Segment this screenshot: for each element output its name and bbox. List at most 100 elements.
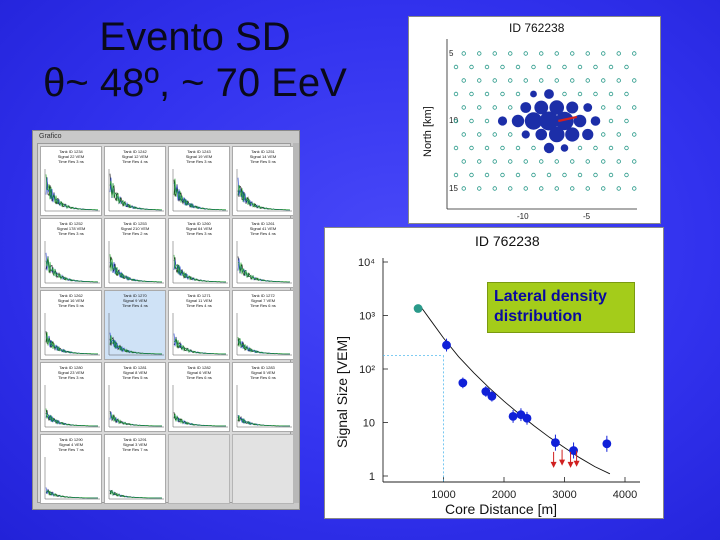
inactive-station bbox=[616, 105, 621, 110]
trace-cell-line: Signal 11 VEM bbox=[185, 298, 213, 303]
inactive-station bbox=[531, 172, 536, 178]
inactive-station bbox=[570, 159, 575, 164]
trace-cell[interactable]: Tank ID 1291 Signal 3 VEM Time Res 7 ns bbox=[104, 434, 166, 504]
data-point bbox=[442, 340, 451, 350]
hit-station bbox=[543, 142, 555, 154]
inactive-station bbox=[601, 186, 606, 191]
trace-plot bbox=[236, 313, 292, 356]
trace-line bbox=[109, 173, 162, 211]
inactive-station bbox=[453, 91, 459, 97]
hit-station bbox=[544, 89, 554, 99]
trace-cell[interactable]: Tank ID 1243 Signal 19 VEM Time Res 3 ns bbox=[168, 146, 230, 216]
trace-line bbox=[237, 184, 291, 211]
trace-cell-line: Time Res 5 ns bbox=[250, 159, 276, 164]
trace-cell[interactable]: Tank ID 1260 Signal 64 VEM Time Res 3 ns bbox=[168, 218, 230, 288]
map-x-tick: -5 bbox=[583, 212, 591, 221]
trace-line bbox=[45, 331, 99, 355]
inactive-station bbox=[469, 64, 474, 70]
inactive-station bbox=[484, 91, 490, 97]
hit-station bbox=[524, 112, 543, 130]
trace-cell[interactable]: Tank ID 1281 Signal 8 VEM Time Res 5 ns bbox=[104, 362, 166, 432]
trace-cell[interactable]: Tank ID 1290 Signal 4 VEM Time Res 7 ns bbox=[40, 434, 102, 504]
trace-cell-label: Tank ID 1262 Signal 16 VEM Time Res 5 ns bbox=[43, 293, 99, 308]
inactive-station bbox=[477, 51, 482, 56]
trace-line bbox=[237, 338, 290, 355]
trace-cell-label: Tank ID 1283 Signal 5 VEM Time Res 6 ns bbox=[235, 365, 291, 380]
trace-cell[interactable]: Tank ID 1253 Signal 210 VEM Time Res 2 ns bbox=[104, 218, 166, 288]
trace-plot bbox=[236, 169, 292, 212]
trace-cell[interactable]: Tank ID 1261 Signal 41 VEM Time Res 4 ns bbox=[232, 218, 294, 288]
trace-cell[interactable]: Tank ID 1251 Signal 14 VEM Time Res 5 ns bbox=[232, 146, 294, 216]
trace-cell[interactable]: Tank ID 1280 Signal 23 VEM Time Res 3 ns bbox=[40, 362, 102, 432]
trace-cell[interactable]: Tank ID 1252 Signal 178 VEM Time Res 3 ns bbox=[40, 218, 102, 288]
trace-cell[interactable]: Tank ID 1283 Signal 5 VEM Time Res 6 ns bbox=[232, 362, 294, 432]
map-y-tick: 15 bbox=[449, 184, 458, 193]
trace-line bbox=[173, 257, 227, 283]
trace-cell[interactable]: Tank ID 1272 Signal 7 VEM Time Res 6 ns bbox=[232, 290, 294, 360]
inactive-station bbox=[492, 132, 497, 137]
hit-station bbox=[560, 144, 569, 152]
scrollbar[interactable] bbox=[293, 143, 299, 503]
inactive-station bbox=[624, 91, 629, 97]
hit-station bbox=[548, 126, 565, 143]
ldf-title: ID 762238 bbox=[475, 233, 540, 249]
trace-cell[interactable]: Tank ID 1242 Signal 12 VEM Time Res 4 ns bbox=[104, 146, 166, 216]
trace-cell-line: Signal 5 VEM bbox=[250, 370, 276, 375]
trace-line bbox=[237, 262, 291, 283]
traces-grid: Tank ID 1234 Signal 22 VEM Time Res 3 ns Ta… bbox=[37, 143, 294, 504]
trace-line bbox=[237, 256, 291, 283]
hit-station bbox=[521, 130, 530, 139]
trace-cell[interactable]: Tank ID 1270 Signal 9 VEM Time Res 4 ns bbox=[104, 290, 166, 360]
inactive-station bbox=[601, 159, 606, 164]
hit-station bbox=[497, 116, 508, 126]
inactive-station bbox=[616, 186, 621, 191]
trace-line bbox=[173, 178, 227, 211]
ldf-ylabel: Signal Size [VEM] bbox=[334, 336, 350, 448]
trace-cell[interactable]: Tank ID 1282 Signal 6 VEM Time Res 6 ns bbox=[168, 362, 230, 432]
inactive-station bbox=[477, 159, 482, 164]
inactive-station bbox=[593, 91, 598, 97]
trace-cell-line: Time Res 5 ns bbox=[122, 375, 148, 380]
trace-cell-label: Tank ID 1291 Signal 3 VEM Time Res 7 ns bbox=[107, 437, 163, 452]
hit-station bbox=[582, 128, 594, 141]
trace-cell[interactable]: Tank ID 1262 Signal 16 VEM Time Res 5 ns bbox=[40, 290, 102, 360]
inactive-station bbox=[570, 51, 575, 56]
trace-cell-line: Signal 8 VEM bbox=[122, 370, 148, 375]
trace-line bbox=[173, 254, 227, 283]
upper-limit-arrow bbox=[559, 459, 566, 466]
trace-plot bbox=[108, 169, 164, 212]
inactive-station bbox=[624, 118, 629, 124]
trace-cell-line: Tank ID 1260 bbox=[187, 221, 211, 226]
inactive-station bbox=[508, 132, 513, 137]
data-point bbox=[551, 438, 560, 448]
inactive-station bbox=[523, 78, 528, 83]
hit-station bbox=[520, 102, 532, 113]
inactive-station bbox=[585, 78, 590, 83]
trace-line bbox=[45, 487, 99, 499]
inactive-station bbox=[461, 51, 466, 56]
trace-cell[interactable]: Tank ID 1271 Signal 11 VEM Time Res 4 ns bbox=[168, 290, 230, 360]
trace-cell-label: Tank ID 1252 Signal 178 VEM Time Res 3 ns bbox=[43, 221, 99, 236]
trace-cell-label: Tank ID 1281 Signal 8 VEM Time Res 5 ns bbox=[107, 365, 163, 380]
ldf-x-tick: 3000 bbox=[552, 489, 576, 501]
trace-cell-line: Time Res 3 ns bbox=[186, 159, 212, 164]
trace-cell-line: Signal 23 VEM bbox=[57, 370, 85, 375]
inactive-station bbox=[531, 145, 536, 151]
trace-cell[interactable]: Tank ID 1234 Signal 22 VEM Time Res 3 ns bbox=[40, 146, 102, 216]
trace-cell-line: Tank ID 1272 bbox=[251, 293, 275, 298]
trace-line bbox=[45, 256, 99, 283]
trace-cell-line: Time Res 4 ns bbox=[186, 303, 212, 308]
trace-line bbox=[45, 410, 98, 427]
upper-limit-arrow bbox=[550, 461, 557, 468]
trace-cell-line: Time Res 3 ns bbox=[58, 375, 84, 380]
trace-cell-line: Signal 14 VEM bbox=[249, 154, 277, 159]
trace-line bbox=[109, 410, 162, 427]
inactive-station bbox=[492, 78, 497, 83]
inactive-station bbox=[608, 172, 614, 178]
trace-cell-line: Signal 22 VEM bbox=[57, 154, 85, 159]
trace-line bbox=[237, 177, 291, 211]
inactive-station bbox=[461, 186, 466, 191]
ldf-x-tick: 2000 bbox=[492, 489, 516, 501]
trace-cell-line: Signal 3 VEM bbox=[122, 442, 148, 447]
inactive-station bbox=[469, 172, 474, 178]
